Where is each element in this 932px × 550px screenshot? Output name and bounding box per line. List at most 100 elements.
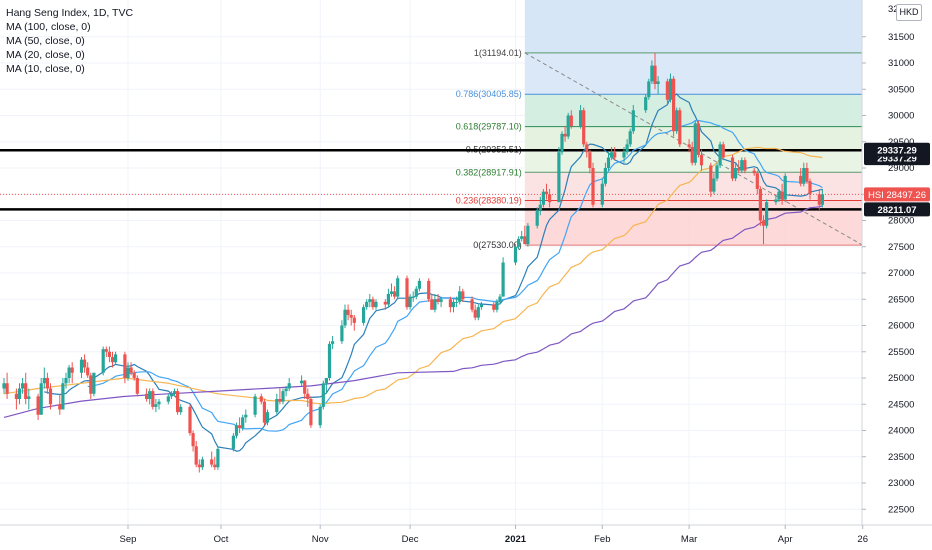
candle-body [461,291,465,300]
price-tick-label: 28000 [888,216,914,227]
candle-body [665,81,669,100]
candle-body [569,115,573,126]
price-tick-label: 31000 [888,58,914,69]
candle-body [696,123,700,155]
candle-body [210,459,214,465]
candle-body [135,378,139,394]
candle-body [730,157,735,179]
candle-body [734,168,738,179]
candle-body [129,367,133,373]
candle-body [349,315,353,318]
legend-ma-20[interactable]: MA (20, close, 0) [6,49,85,61]
candle-body [414,288,418,297]
time-axis[interactable]: Sep Oct Nov Dec 2021 Feb Mar Apr 26 [0,524,932,550]
time-tick-label: Mar [681,534,697,545]
candle-body [430,299,434,310]
candle-body [197,464,201,468]
candle-body [362,307,366,323]
candle-body [805,168,809,182]
legend-ma-50[interactable]: MA (50, close, 0) [6,35,85,47]
fib-level-label: 0.382(28917.91) [456,167,522,177]
candle-body [64,378,68,384]
candle-body [104,349,108,352]
candle-body [712,178,716,192]
candle-body [179,406,183,413]
time-tick-label: Dec [402,534,419,545]
candle-body [498,296,502,302]
candle-body [157,401,161,405]
candle-body [777,191,781,200]
candle-body [455,301,459,303]
candle-body [284,388,288,392]
price-tick-label: 29000 [888,163,914,174]
candle-body [145,393,149,399]
candle-body [393,291,397,297]
candle-body [557,152,561,203]
candle-body [300,380,304,384]
price-tick-label: 27500 [888,242,914,253]
candle-body [544,191,549,195]
candle-body [365,301,369,308]
horizontal-lines[interactable] [0,149,862,211]
candle-body [21,383,25,389]
candle-body [70,367,74,373]
candle-body [417,280,421,289]
price-tick-label: 25500 [888,347,914,358]
candle-body [603,168,607,184]
candle-body [548,194,552,203]
candle-body [200,459,204,468]
fib-trend-line [524,52,863,246]
candle-body [715,165,719,179]
candle-body [783,175,787,200]
candle-body [451,301,456,308]
candle-body [591,168,595,205]
candle-body [241,417,245,428]
candle-body [89,375,93,394]
candle-body [563,133,567,137]
candle-body [188,406,192,434]
candle-body [287,383,291,389]
candle-body [5,383,9,394]
candle-body [306,393,310,399]
candle-body [107,351,111,357]
candle-body [132,372,136,378]
candle-body [244,414,248,418]
candle-body [606,157,611,168]
candle-body [566,115,570,137]
time-tick-label: 2021 [505,534,527,545]
candle-body [427,280,431,300]
candle-body [448,299,452,308]
candle-body [709,165,713,192]
candle-body [36,396,40,415]
candle-body [79,359,84,373]
candle-body [343,309,347,326]
candle-body [265,412,270,423]
candle-body [755,173,759,189]
legend-ma-10[interactable]: MA (10, close, 0) [6,63,85,75]
candle-body [169,393,173,397]
candle-body [110,357,115,363]
candle-body [386,294,390,305]
candle-body [492,304,496,310]
candle-body [718,144,722,166]
legend-symbol[interactable]: Hang Seng Index, 1D, TVC [6,7,134,19]
candle-body [582,110,586,145]
candle-body [473,309,477,318]
price-axis[interactable]: 22500 23000 23500 24000 24500 25000 25500 26000… [861,0,932,550]
time-tick-label: Oct [214,534,229,545]
price-tag-line-1-text: 29337.29 [877,145,917,156]
legend-ma-100[interactable]: MA (100, close, 0) [6,21,91,33]
fib-level-label: 0(27530.00) [473,240,522,250]
candle-body [318,406,322,426]
currency-badge[interactable]: HKD [896,4,922,21]
price-tick-label: 26000 [888,321,914,332]
candle-body [58,404,62,410]
candle-body [808,181,812,195]
candle-body [678,110,682,145]
candle-body [238,425,242,428]
candles [2,52,824,473]
candle-body [656,81,660,84]
candle-body [668,78,673,100]
fibonacci-retracement[interactable]: 1(31194.01) 0.786(30405.85) 0.618(29787.10… [456,0,863,250]
